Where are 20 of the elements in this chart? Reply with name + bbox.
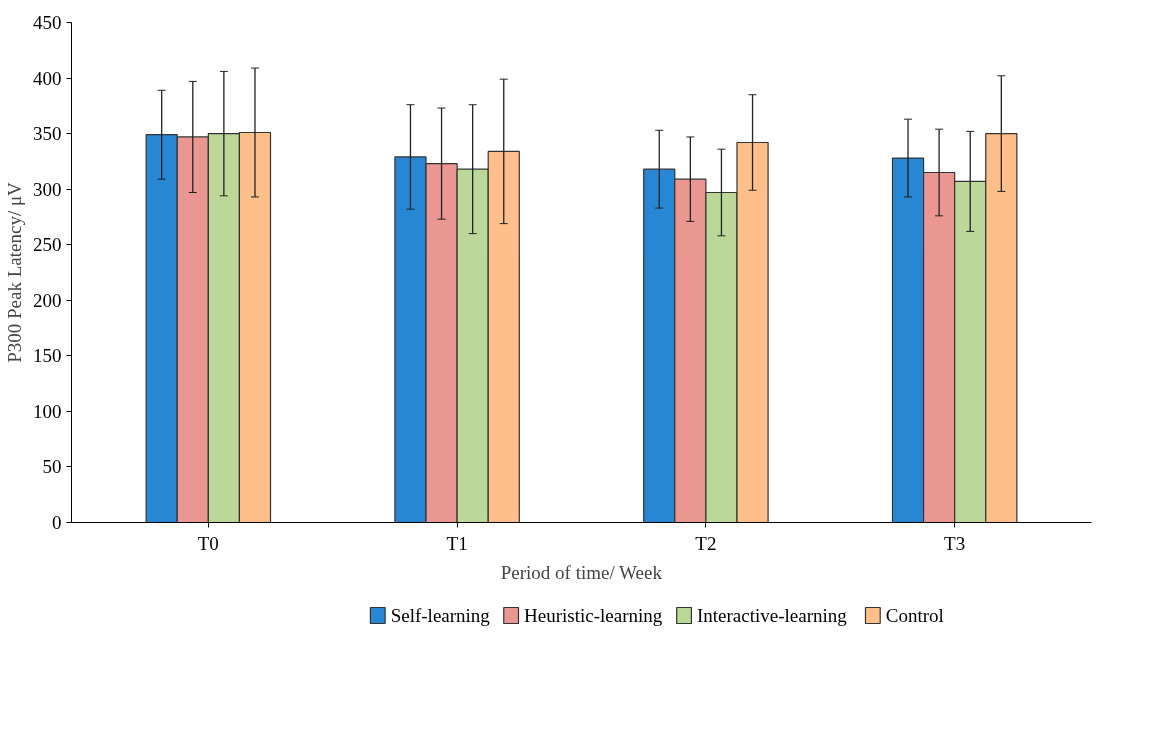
y-tick-label: 200	[33, 289, 62, 311]
legend-label: Control	[885, 605, 944, 626]
y-axis-title: P300 Peak Latency/ μV	[4, 181, 25, 363]
y-tick-label: 250	[33, 234, 62, 256]
y-tick-label: 100	[33, 400, 62, 422]
x-axis-title: Period of time/ Week	[500, 561, 663, 583]
x-tick-label: T1	[446, 532, 468, 554]
y-tick-label: 350	[33, 123, 62, 145]
y-tick-label: 150	[33, 345, 62, 367]
legend-label: Interactive-learning	[696, 605, 848, 626]
x-tick-label: T2	[695, 532, 717, 554]
y-tick-label: 450	[33, 12, 62, 33]
x-tick-label: T0	[197, 532, 219, 554]
legend-label: Heuristic-learning	[524, 605, 663, 626]
y-tick-label: 0	[52, 512, 62, 533]
y-tick-label: 400	[33, 67, 62, 89]
y-tick-label: 50	[42, 456, 62, 478]
y-tick-label: 300	[33, 178, 62, 200]
x-tick-label: T3	[944, 532, 966, 554]
legend-label: Self-learning	[390, 605, 491, 626]
